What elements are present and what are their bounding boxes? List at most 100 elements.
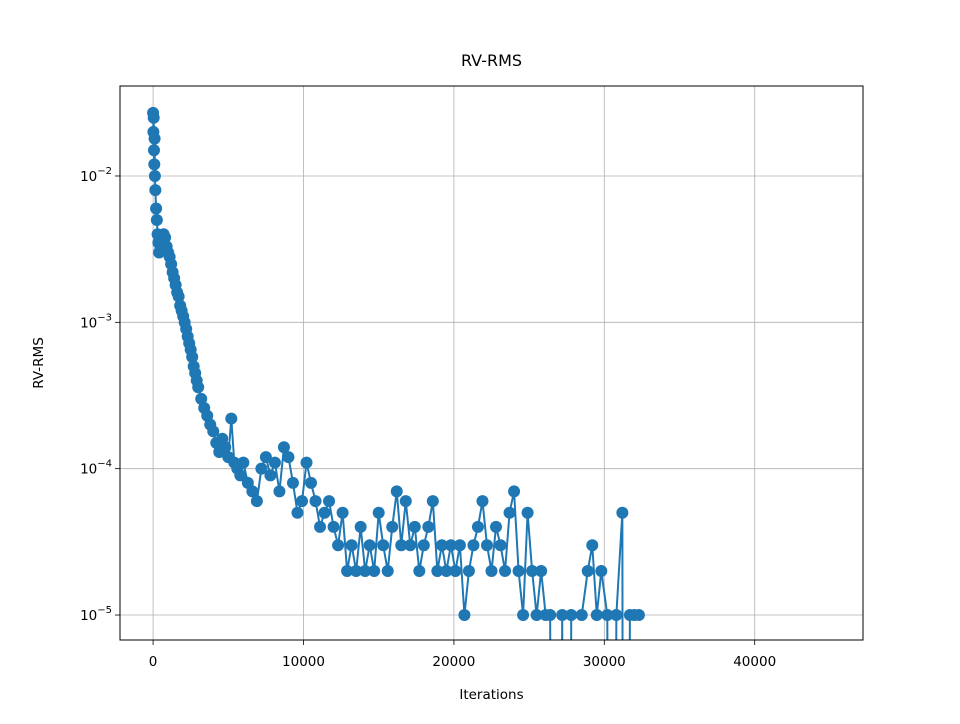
data-point <box>234 469 247 482</box>
data-point <box>556 609 569 622</box>
data-point <box>309 495 322 508</box>
x-tick-label: 20000 <box>432 654 475 670</box>
x-tick-label: 0 <box>149 654 158 670</box>
data-point <box>359 564 372 577</box>
data-point <box>268 456 281 469</box>
data-point <box>399 495 412 508</box>
data-point <box>186 350 199 363</box>
data-point <box>610 609 623 622</box>
data-point <box>453 539 466 552</box>
y-tick-label: 10−2 <box>80 166 112 185</box>
data-point <box>219 441 232 454</box>
data-point <box>476 495 489 508</box>
data-point <box>192 381 205 394</box>
data-point <box>462 564 475 577</box>
data-point <box>237 456 250 469</box>
data-point <box>526 564 539 577</box>
data-point <box>159 231 172 244</box>
data-point <box>422 520 435 533</box>
data-point <box>544 609 557 622</box>
data-point <box>586 539 599 552</box>
x-tick-label: 30000 <box>583 654 626 670</box>
data-point <box>323 495 336 508</box>
data-point <box>435 539 448 552</box>
data-point <box>426 495 439 508</box>
data-point <box>458 609 471 622</box>
data-point <box>314 520 327 533</box>
data-point <box>413 564 426 577</box>
data-point <box>259 451 272 464</box>
data-point <box>431 564 444 577</box>
data-point <box>471 520 484 533</box>
x-tick-label: 40000 <box>733 654 776 670</box>
data-point <box>354 520 367 533</box>
data-point <box>517 609 530 622</box>
data-point <box>372 506 385 519</box>
data-point <box>503 506 516 519</box>
data-point <box>417 539 430 552</box>
data-point <box>255 462 268 475</box>
x-axis-label: Iterations <box>459 687 523 703</box>
chart-title: RV-RMS <box>461 51 522 70</box>
x-tick-label: 10000 <box>282 654 325 670</box>
data-point <box>590 609 603 622</box>
data-point <box>616 506 629 519</box>
data-point <box>530 609 543 622</box>
y-tick-label: 10−4 <box>80 459 112 478</box>
data-point <box>467 539 480 552</box>
data-point <box>250 495 263 508</box>
data-point <box>225 412 238 425</box>
data-point <box>395 539 408 552</box>
data-point <box>150 202 163 215</box>
data-point <box>601 609 614 622</box>
data-point <box>575 609 588 622</box>
data-point <box>286 476 299 489</box>
data-point <box>499 564 512 577</box>
data-point <box>282 451 295 464</box>
data-point <box>440 564 453 577</box>
data-point <box>632 609 645 622</box>
data-point <box>277 441 290 454</box>
data-point <box>149 184 162 197</box>
data-point <box>444 539 457 552</box>
data-point <box>390 485 403 498</box>
data-point <box>327 520 340 533</box>
data-point <box>512 564 525 577</box>
data-point <box>386 520 399 533</box>
data-point <box>148 132 161 145</box>
data-point <box>494 539 507 552</box>
data-point <box>147 111 160 124</box>
data-point <box>300 456 313 469</box>
data-point <box>535 564 548 577</box>
y-axis-label: RV-RMS <box>31 337 47 389</box>
data-point <box>147 144 160 157</box>
data-point <box>195 392 208 405</box>
data-point <box>318 506 331 519</box>
data-point <box>172 290 185 303</box>
data-point <box>508 485 521 498</box>
data-point <box>345 539 358 552</box>
data-point <box>264 469 277 482</box>
data-point <box>377 539 390 552</box>
data-point <box>595 564 608 577</box>
data-point <box>485 564 498 577</box>
data-point <box>332 539 345 552</box>
data-point <box>295 495 308 508</box>
data-point <box>291 506 304 519</box>
y-tick-label: 10−3 <box>80 312 112 331</box>
data-point <box>381 564 394 577</box>
data-point <box>565 609 578 622</box>
data-point <box>350 564 363 577</box>
data-point <box>305 476 318 489</box>
data-point <box>246 485 259 498</box>
data-point <box>363 539 376 552</box>
data-point <box>581 564 594 577</box>
plot-area <box>147 106 645 640</box>
data-point <box>490 520 503 533</box>
data-point <box>521 506 534 519</box>
data-point <box>336 506 349 519</box>
data-point <box>408 520 421 533</box>
